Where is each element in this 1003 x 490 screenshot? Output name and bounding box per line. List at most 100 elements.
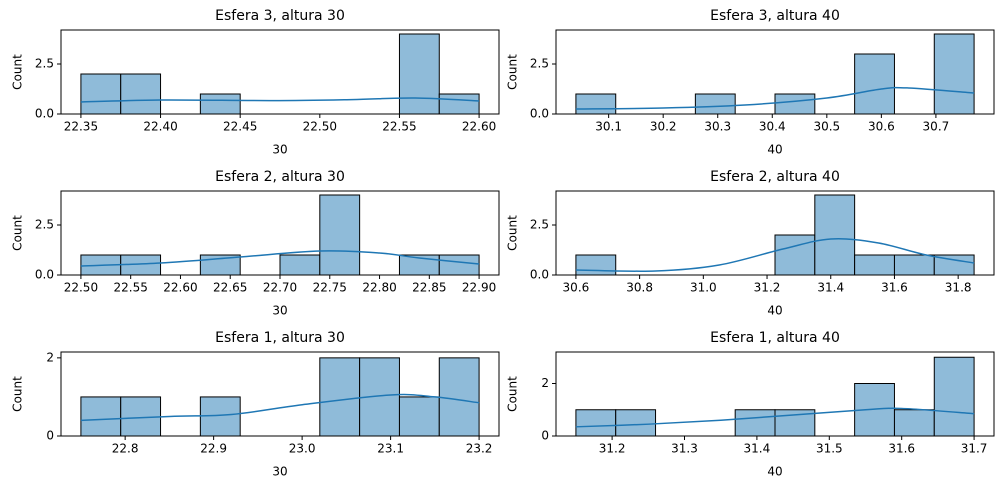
histogram-bar: [199, 93, 241, 115]
histogram-bar: [694, 93, 736, 115]
x-tick-label: 30.6: [563, 281, 590, 295]
y-tick-label: 0: [541, 429, 549, 443]
y-tick-label: 0.0: [530, 268, 549, 282]
histogram-bar: [398, 33, 440, 115]
y-tick-label: 0.0: [530, 107, 549, 121]
y-axis-label: Count: [506, 376, 520, 412]
x-tick-label: 30.3: [704, 120, 731, 134]
y-axis-label: Count: [506, 54, 520, 90]
x-tick-label: 30.7: [923, 120, 950, 134]
y-tick-label: 2.5: [530, 218, 549, 232]
histogram-bar: [438, 357, 480, 437]
kde-line: [80, 97, 480, 103]
axes-frame: [60, 29, 500, 115]
x-tick-label: 31.5: [816, 442, 843, 456]
x-tick-label: 22.80: [362, 281, 396, 295]
x-tick-label: 23.2: [466, 442, 493, 456]
x-tick-label: 22.45: [223, 120, 257, 134]
x-tick-label: 23.0: [289, 442, 316, 456]
x-tick-label: 22.55: [382, 120, 416, 134]
histogram-bar: [774, 234, 816, 276]
x-tick-label: 22.35: [64, 120, 98, 134]
kde-line: [575, 238, 975, 272]
histogram-bar: [80, 396, 122, 437]
x-tick-label: 22.9: [200, 442, 227, 456]
y-tick-label: 2.5: [35, 57, 54, 71]
y-axis-label: Count: [506, 215, 520, 251]
x-tick-label: 31.0: [690, 281, 717, 295]
x-tick-label: 22.60: [462, 120, 496, 134]
chart-title: Esfera 2, altura 30: [215, 169, 345, 185]
chart-title: Esfera 1, altura 30: [215, 330, 345, 346]
x-axis-label: 40: [767, 304, 782, 318]
x-tick-label: 23.1: [377, 442, 404, 456]
kde-line: [80, 393, 480, 422]
x-tick-label: 22.75: [313, 281, 347, 295]
histogram-bar: [814, 194, 856, 276]
y-tick-label: 0: [46, 429, 54, 443]
histogram-bar: [854, 254, 895, 276]
chart-title: Esfera 2, altura 40: [710, 169, 840, 185]
y-tick-label: 2: [46, 350, 54, 364]
x-tick-label: 22.40: [143, 120, 177, 134]
histogram-bar: [893, 409, 935, 437]
x-tick-label: 30.1: [595, 120, 622, 134]
histogram-bar: [575, 93, 617, 115]
x-tick-label: 22.90: [462, 281, 496, 295]
histogram-bar: [933, 33, 975, 115]
histogram-bar: [319, 357, 361, 437]
kde-line: [80, 250, 480, 267]
x-tick-label: 30.2: [650, 120, 677, 134]
x-tick-label: 22.70: [263, 281, 297, 295]
kde-line: [575, 86, 975, 110]
x-tick-label: 31.3: [671, 442, 698, 456]
x-tick-label: 30.8: [626, 281, 653, 295]
x-tick-label: 31.8: [945, 281, 972, 295]
x-tick-label: 30.6: [868, 120, 895, 134]
y-tick-label: 2.5: [35, 218, 54, 232]
y-axis-label: Count: [11, 215, 25, 251]
x-tick-label: 22.50: [303, 120, 337, 134]
x-tick-label: 31.4: [817, 281, 844, 295]
histogram-bar: [80, 73, 122, 115]
chart-title: Esfera 1, altura 40: [710, 330, 840, 346]
histogram-bar: [933, 356, 975, 437]
chart-title: Esfera 3, altura 40: [710, 8, 840, 24]
x-tick-label: 31.2: [754, 281, 781, 295]
y-tick-label: 2: [541, 376, 549, 390]
x-tick-label: 22.65: [213, 281, 247, 295]
x-axis-label: 30: [272, 143, 287, 157]
x-axis-label: 30: [272, 304, 287, 318]
x-axis-label: 40: [767, 465, 782, 479]
x-tick-label: 30.5: [813, 120, 840, 134]
axes-frame: [60, 190, 500, 276]
chart-title: Esfera 3, altura 30: [215, 8, 345, 24]
histogram-bar: [615, 409, 657, 437]
x-tick-label: 31.6: [881, 281, 908, 295]
y-tick-label: 0.0: [35, 268, 54, 282]
histogram-bar: [319, 194, 361, 276]
kde-line: [575, 407, 975, 428]
histogram-bar: [893, 254, 935, 276]
histogram-bar: [398, 396, 440, 437]
histogram-bar: [734, 409, 776, 437]
x-tick-label: 30.4: [759, 120, 786, 134]
y-axis-label: Count: [11, 54, 25, 90]
x-tick-label: 22.85: [412, 281, 446, 295]
x-tick-label: 22.50: [64, 281, 98, 295]
y-tick-label: 0.0: [35, 107, 54, 121]
histogram-bar: [438, 93, 480, 115]
histogram-bar: [575, 254, 617, 276]
histogram-bar: [438, 254, 480, 276]
x-tick-label: 22.55: [114, 281, 148, 295]
histogram-bar: [774, 93, 816, 115]
axes-frame: [555, 351, 995, 437]
x-tick-label: 22.8: [112, 442, 139, 456]
x-axis-label: 40: [767, 143, 782, 157]
histogram-bar: [575, 409, 617, 437]
y-axis-label: Count: [11, 376, 25, 412]
histogram-bar: [854, 53, 895, 115]
x-tick-label: 31.7: [961, 442, 988, 456]
axes-frame: [555, 29, 995, 115]
